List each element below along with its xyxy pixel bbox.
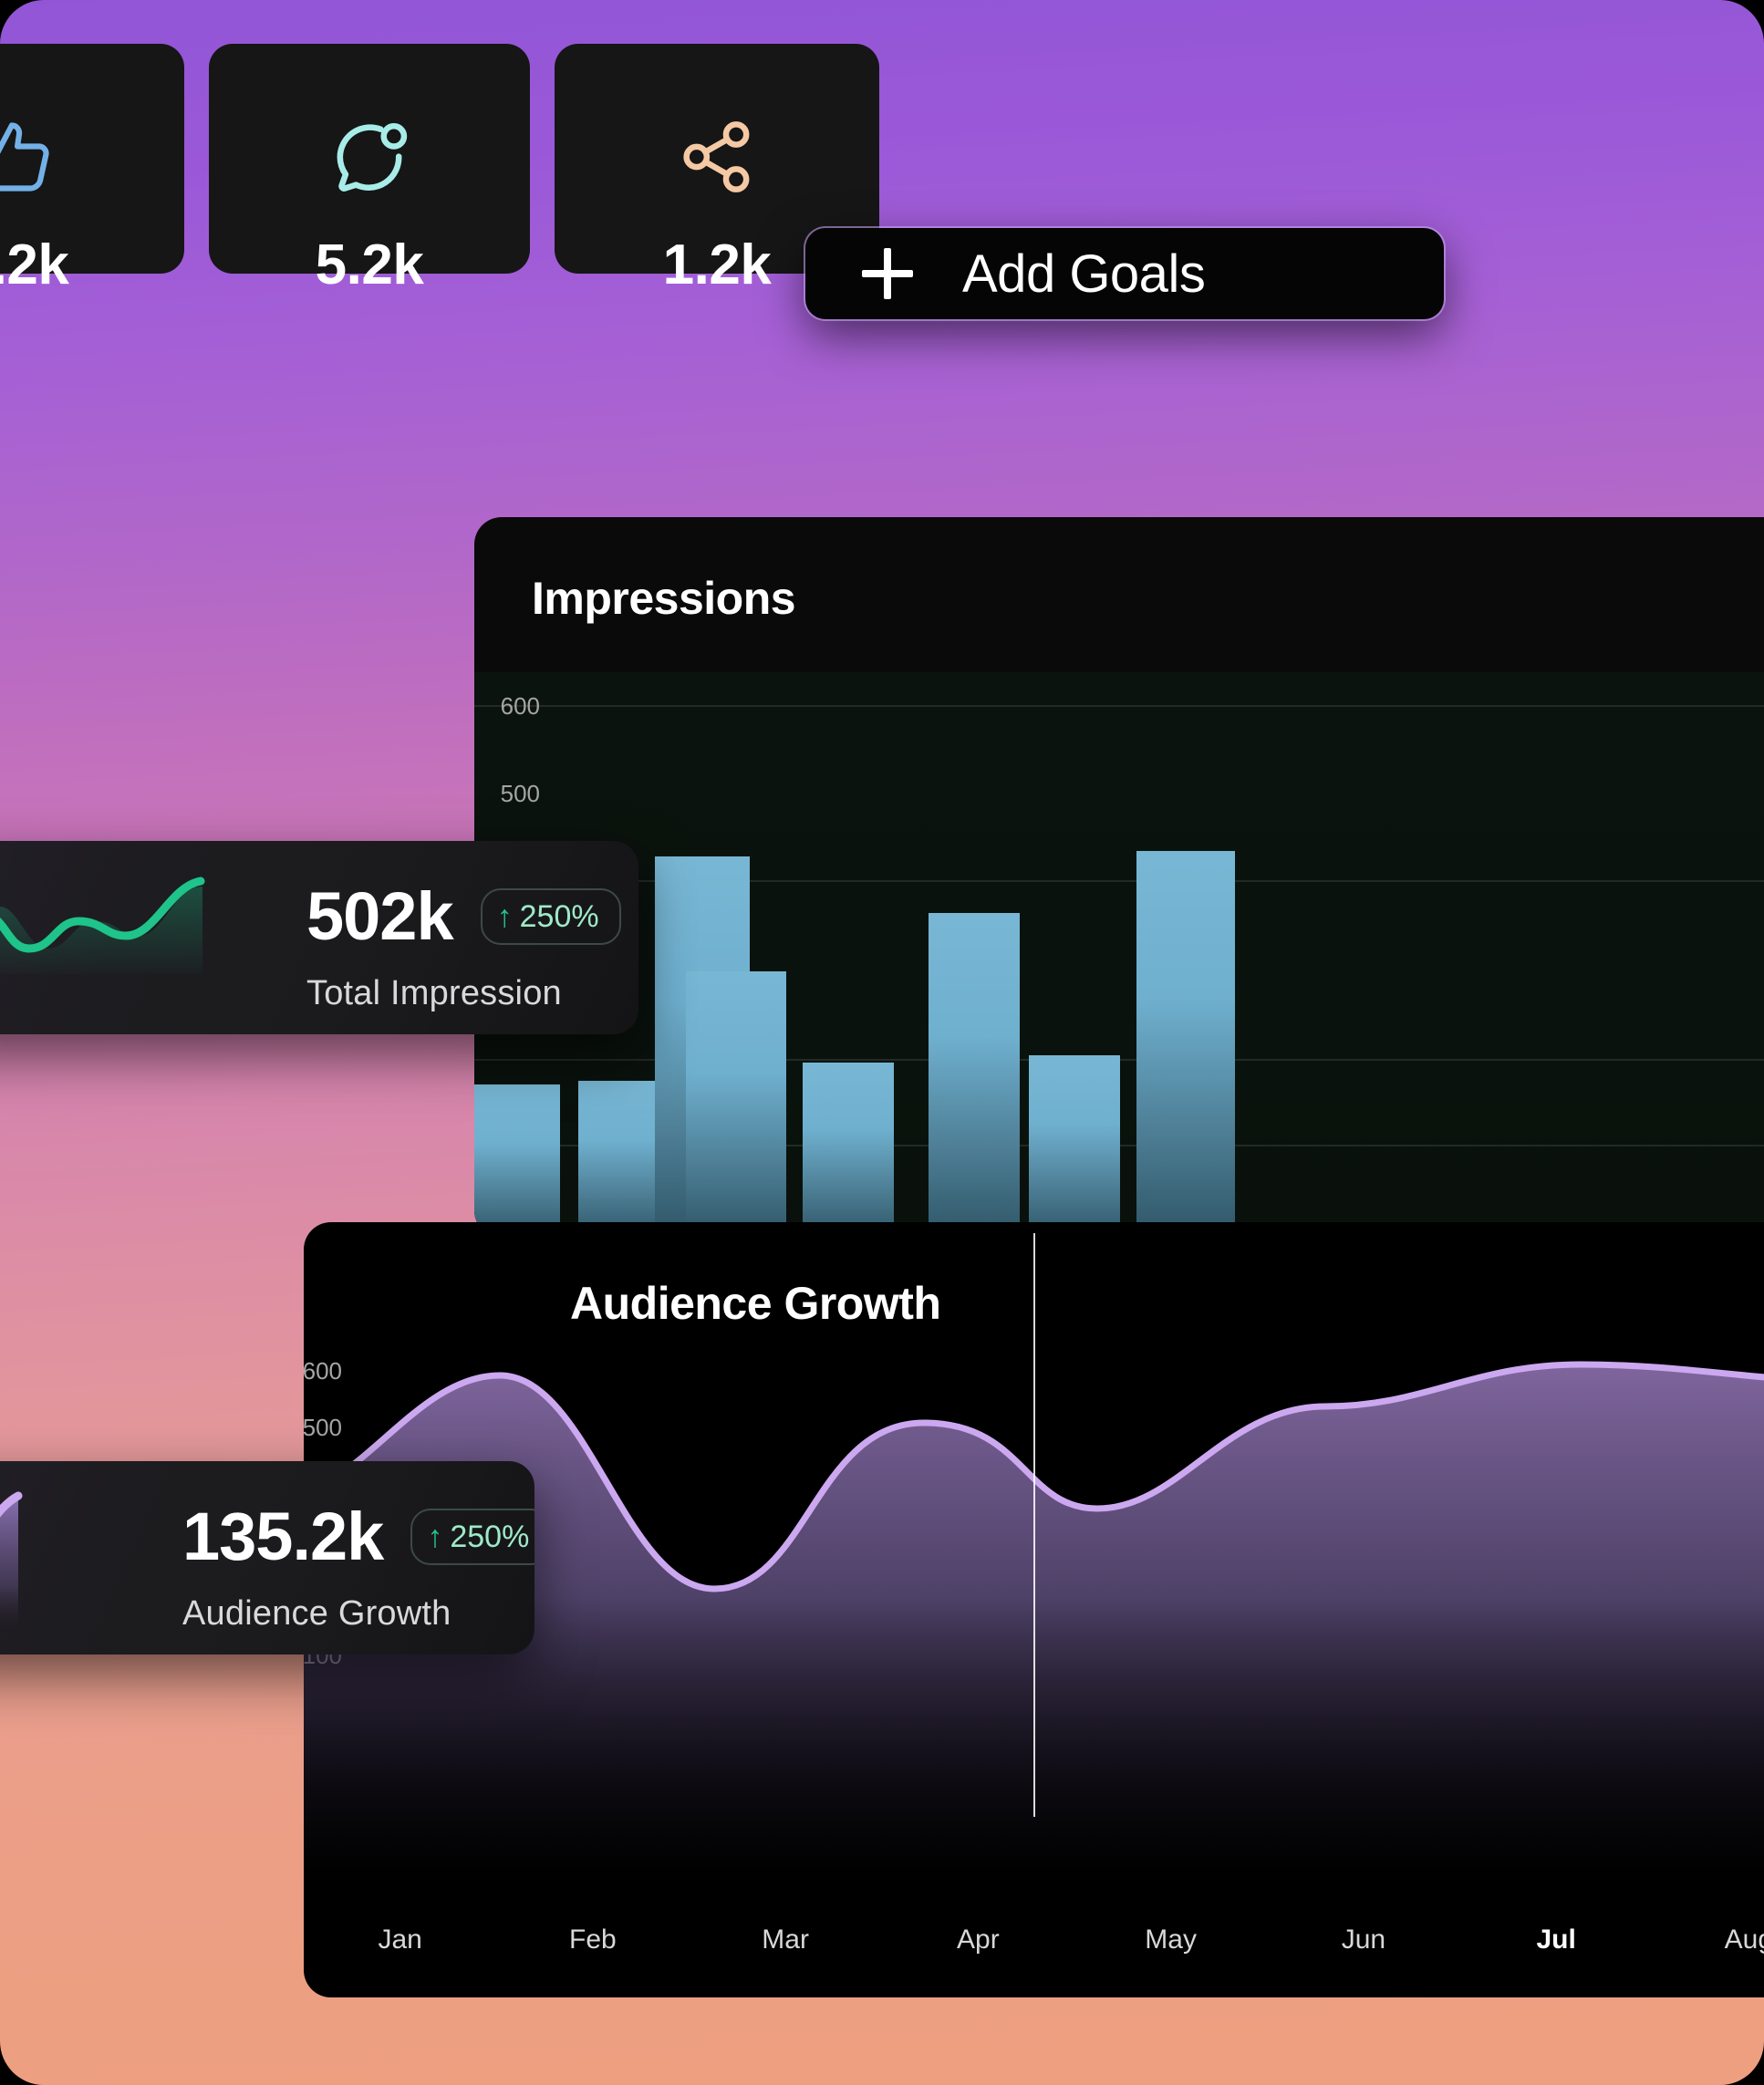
stat-row: 135.2k ↑ 250% [182, 1503, 534, 1571]
impressions-bar-chart: 600 500 100 [474, 672, 1764, 1238]
audience-x-axis: Jan Feb Mar Apr May Jun Jul Aug [304, 1924, 1764, 1955]
audience-ytick-600: 600 [304, 1357, 342, 1385]
metric-tile-value: 5.2k [0, 233, 69, 296]
stat-body: 135.2k ↑ 250% Audience Growth [182, 1503, 534, 1634]
impressions-ytick-500: 500 [500, 780, 540, 807]
gridline-400 [474, 880, 1764, 882]
impression-value: 502k [306, 878, 454, 954]
audience-delta-badge: ↑ 250% [410, 1509, 534, 1565]
stat-row: 502k ↑ 250% [306, 883, 621, 950]
bar-jan[interactable] [474, 1084, 560, 1238]
hover-cursor-line [1033, 1233, 1035, 1817]
metric-tile-likes[interactable]: 5.2k [0, 44, 184, 294]
add-goals-label: Add Goals [962, 244, 1206, 304]
plus-icon [862, 248, 913, 299]
impression-delta-value: 250% [519, 899, 599, 934]
metric-tile-value: 1.2k [662, 233, 772, 296]
audience-growth-card: Audience Growth 600 500 100 Jan F [304, 1222, 1764, 1997]
bar-aug[interactable] [1136, 851, 1235, 1238]
x-label-jul: Jul [1536, 1924, 1576, 1955]
gridline-600 [474, 705, 1764, 707]
bar-jul[interactable] [1029, 1055, 1120, 1238]
bar-apr[interactable] [686, 971, 786, 1238]
x-label-aug: Aug [1724, 1924, 1764, 1955]
audience-value: 135.2k [182, 1499, 384, 1574]
x-label-feb: Feb [569, 1924, 617, 1955]
impression-stat-label: Total Impression [306, 974, 562, 1012]
x-label-jan: Jan [378, 1924, 422, 1955]
metric-tile-value: 5.2k [315, 233, 424, 296]
arrow-up-icon: ↑ [427, 1520, 443, 1554]
audience-sparkline [0, 1491, 23, 1633]
audience-stat-label: Audience Growth [182, 1594, 451, 1633]
metric-tile-comments[interactable]: 5.2k [209, 44, 530, 294]
x-label-may: May [1145, 1924, 1197, 1955]
impressions-ytick-600: 600 [500, 692, 540, 720]
impression-delta-badge: ↑ 250% [480, 888, 621, 945]
audience-ytick-500: 500 [304, 1414, 342, 1441]
impression-sparkline [0, 877, 205, 974]
audience-delta-value: 250% [450, 1520, 530, 1554]
x-label-mar: Mar [762, 1924, 809, 1955]
arrow-up-icon: ↑ [496, 899, 513, 934]
thumbs-up-icon [0, 115, 57, 199]
audience-growth-title: Audience Growth [570, 1278, 941, 1329]
impressions-card: Impressions 600 500 100 [474, 517, 1764, 1238]
x-label-apr: Apr [957, 1924, 1000, 1955]
metric-tile-shares[interactable]: 1.2k [555, 44, 879, 294]
comment-bubble-icon [327, 115, 411, 199]
impressions-title: Impressions [532, 573, 796, 624]
stat-body: 502k ↑ 250% Total Impression [306, 883, 621, 1013]
audience-growth-area-chart: 600 500 100 [304, 1233, 1764, 1879]
total-impression-stat-card[interactable]: 502k ↑ 250% Total Impression [0, 841, 638, 1034]
x-label-jun: Jun [1341, 1924, 1386, 1955]
bar-jun[interactable] [929, 913, 1020, 1238]
share-icon [675, 115, 759, 199]
add-goals-button[interactable]: Add Goals [805, 228, 1444, 319]
audience-growth-stat-card[interactable]: 135.2k ↑ 250% Audience Growth [0, 1461, 534, 1655]
bar-may[interactable] [803, 1063, 894, 1238]
